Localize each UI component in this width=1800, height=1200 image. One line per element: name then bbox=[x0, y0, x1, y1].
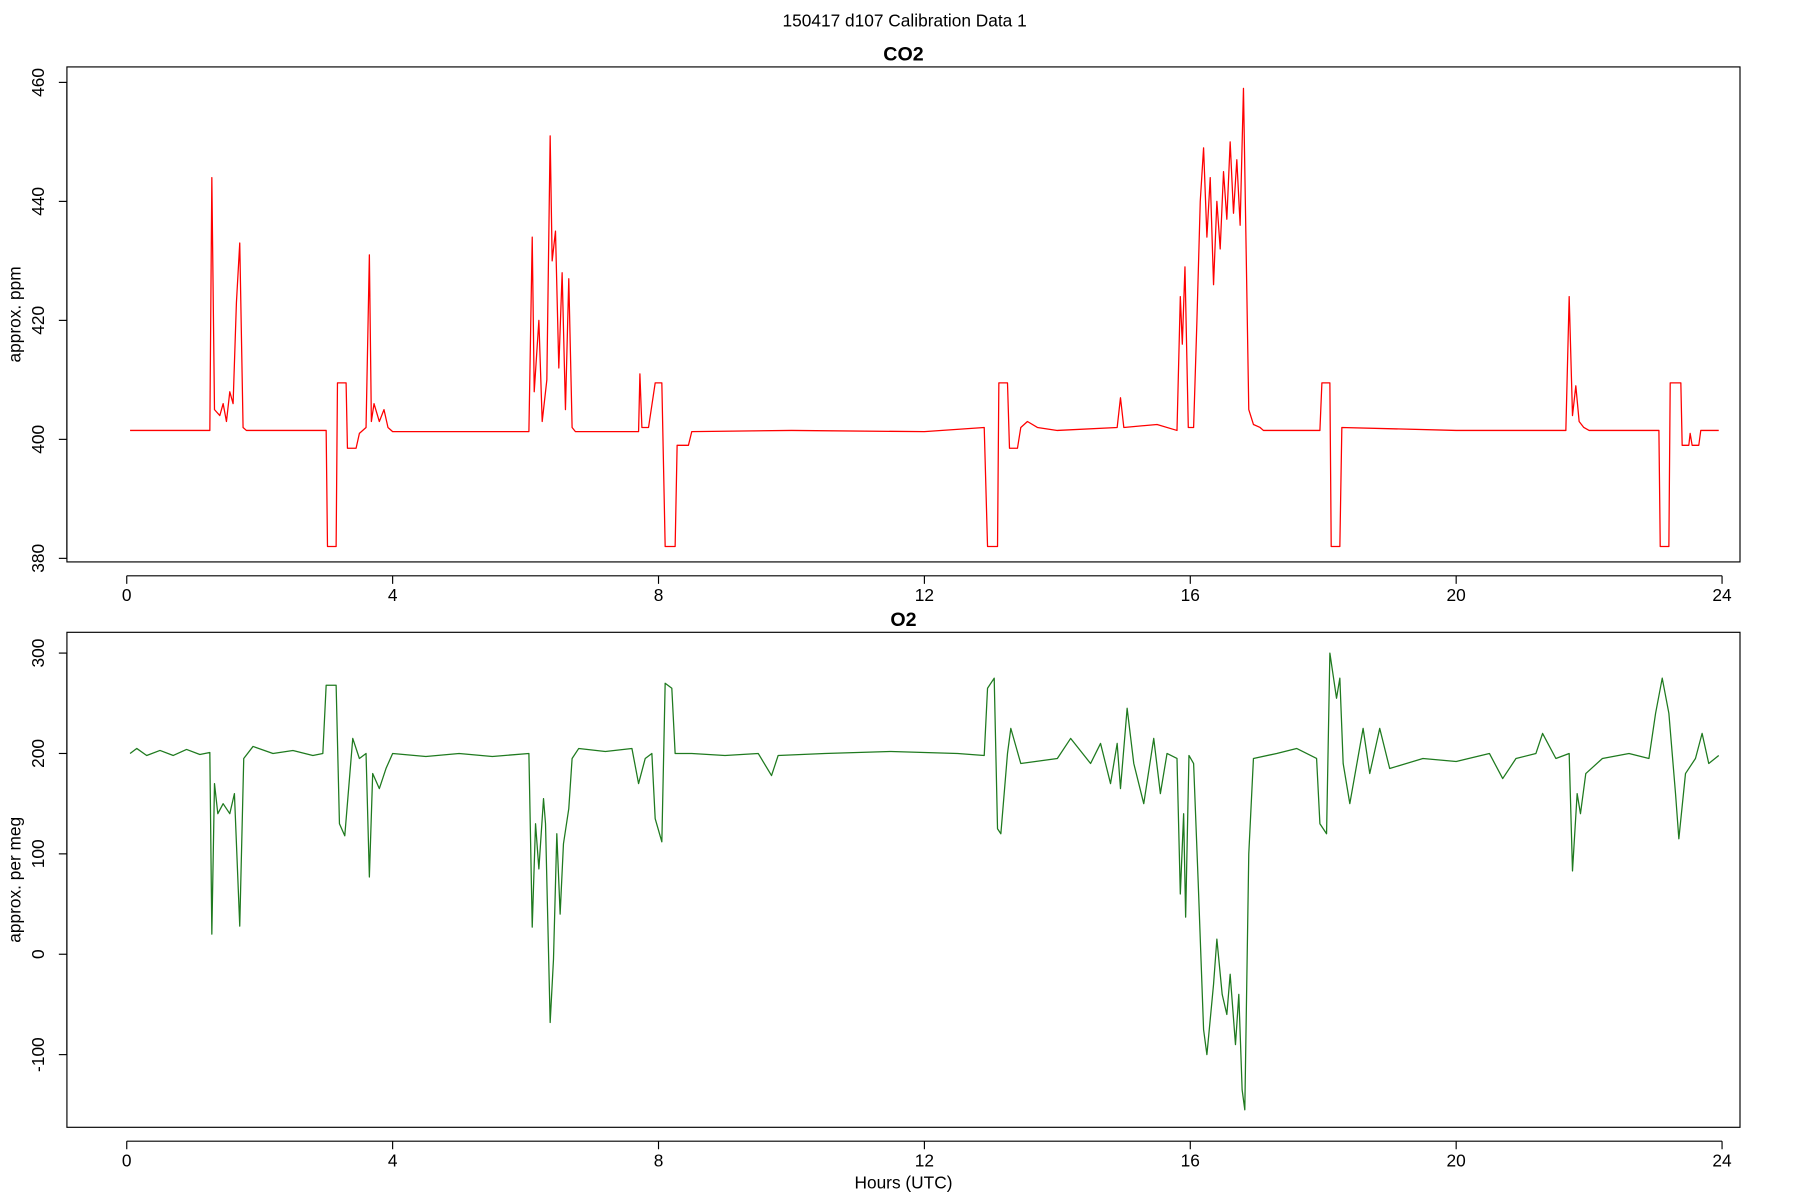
y-tick-label: 380 bbox=[28, 544, 48, 573]
x-tick-label: 8 bbox=[654, 585, 664, 605]
y-tick-label: 200 bbox=[28, 739, 48, 768]
plot-frame bbox=[66, 631, 1741, 1128]
y-tick-label: 400 bbox=[28, 425, 48, 454]
chart-title: O2 bbox=[890, 609, 916, 631]
y-tick-label: 100 bbox=[28, 839, 48, 868]
x-tick-label: 16 bbox=[1181, 585, 1200, 605]
y-tick-label: 460 bbox=[28, 68, 48, 97]
x-tick-label: 8 bbox=[654, 1150, 664, 1170]
data-line bbox=[129, 652, 1720, 1111]
x-tick-label: 12 bbox=[915, 585, 934, 605]
page-title: 150417 d107 Calibration Data 1 bbox=[782, 10, 1026, 30]
x-tick-label: 4 bbox=[388, 585, 398, 605]
x-tick-label: 0 bbox=[122, 1150, 132, 1170]
y-tick-label: 440 bbox=[28, 187, 48, 216]
y-tick-label: 300 bbox=[28, 639, 48, 668]
y-tick-label: -100 bbox=[28, 1037, 48, 1072]
y-tick-label: 420 bbox=[28, 306, 48, 335]
x-tick-label: 0 bbox=[122, 585, 132, 605]
x-tick-label: 24 bbox=[1712, 1150, 1732, 1170]
y-tick-label: 0 bbox=[28, 949, 48, 959]
x-tick-label: 12 bbox=[915, 1150, 934, 1170]
plot-frame bbox=[66, 66, 1741, 563]
y-axis-label: approx. per meg bbox=[5, 817, 25, 943]
data-line bbox=[130, 87, 1719, 548]
y-axis-label: approx. ppm bbox=[5, 266, 25, 362]
x-tick-label: 24 bbox=[1712, 585, 1732, 605]
x-tick-label: 20 bbox=[1447, 1150, 1466, 1170]
chart-title: CO2 bbox=[883, 44, 923, 66]
x-tick-label: 16 bbox=[1181, 1150, 1200, 1170]
x-axis-label: Hours (UTC) bbox=[854, 1172, 952, 1192]
x-tick-label: 20 bbox=[1447, 585, 1466, 605]
x-tick-label: 4 bbox=[388, 1150, 398, 1170]
